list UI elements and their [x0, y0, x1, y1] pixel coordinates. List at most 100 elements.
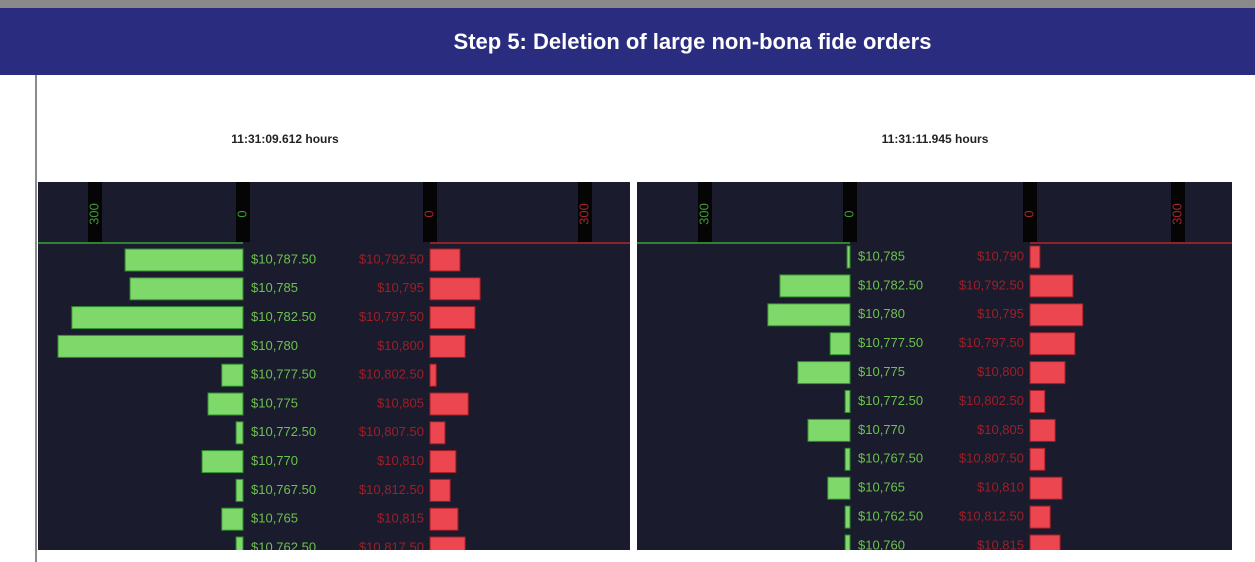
- tick-column: [698, 182, 712, 242]
- ask-bar: [429, 536, 466, 550]
- ask-bar: [1029, 332, 1076, 356]
- ask-bar: [1029, 476, 1063, 500]
- x-tick-label: 300: [86, 203, 101, 225]
- panel-title: 11:31:11.945 hours: [881, 132, 989, 146]
- ask-price: $10,815: [977, 537, 1024, 550]
- frame: [35, 75, 37, 562]
- ask-price: $10,792.50: [959, 277, 1024, 292]
- bid-bar: [844, 534, 851, 550]
- tick-column: [423, 182, 437, 242]
- bid-price: $10,775: [858, 364, 905, 379]
- x-tick-label: 0: [1021, 210, 1036, 217]
- bid-bar: [827, 476, 851, 500]
- bid-price: $10,772.50: [251, 424, 316, 439]
- bid-price: $10,767.50: [251, 482, 316, 497]
- ask-bar: [429, 450, 457, 474]
- bid-price: $10,765: [858, 480, 905, 495]
- bid-bar: [829, 332, 851, 356]
- ask-bar: [1029, 418, 1056, 442]
- bid-bar: [221, 363, 244, 387]
- bid-bar: [797, 361, 851, 385]
- ask-price: $10,805: [977, 422, 1024, 437]
- bid-price: $10,780: [251, 338, 298, 353]
- ask-bar: [1029, 361, 1066, 385]
- ask-bar: [429, 507, 459, 531]
- ask-price: $10,810: [977, 480, 1024, 495]
- ask-bar: [429, 421, 446, 445]
- ask-bar: [1029, 245, 1041, 269]
- x-tick-label: 0: [421, 210, 436, 217]
- bid-price: $10,770: [251, 453, 298, 468]
- ask-bar: [1029, 274, 1074, 298]
- ask-bar: [1029, 303, 1084, 327]
- bid-bar: [779, 274, 851, 298]
- ask-bar: [429, 392, 469, 416]
- ask-bar: [429, 334, 466, 358]
- bid-price: $10,760: [858, 537, 905, 550]
- ask-price: $10,807.50: [959, 451, 1024, 466]
- bid-price: $10,785: [251, 280, 298, 295]
- bid-bar: [57, 334, 244, 358]
- order-book: 300 0 0 300 $10,785 $10,782.50 $10,780 $10,777.…: [637, 182, 1232, 550]
- ask-price: $10,802.50: [959, 393, 1024, 408]
- tick-column: [1171, 182, 1185, 242]
- ask-bar: [429, 306, 476, 330]
- x-tick-label: 300: [1169, 203, 1184, 225]
- x-tick-label: 300: [576, 203, 591, 225]
- bid-bar: [844, 390, 851, 413]
- bid-price: $10,777.50: [251, 367, 316, 382]
- bid-bar: [124, 248, 244, 272]
- ask-price: $10,812.50: [959, 509, 1024, 524]
- panel-title: 11:31:09.612 hours: [231, 132, 339, 146]
- header-title: Step 5: Deletion of large non-bona fide …: [453, 28, 932, 54]
- ask-bar: [1029, 447, 1046, 471]
- bid-price: $10,772.50: [858, 393, 923, 408]
- bid-price: $10,782.50: [251, 309, 316, 324]
- header: Step 5: Deletion of large non-bona fide …: [0, 8, 1255, 75]
- bid-bar: [235, 478, 244, 502]
- x-tick-label: 0: [234, 210, 249, 217]
- ask-bar: [1029, 505, 1051, 529]
- bid-bar: [201, 450, 244, 474]
- tick-column: [1023, 182, 1037, 242]
- ask-price: $10,815: [377, 511, 424, 526]
- tick-column: [88, 182, 102, 242]
- bid-bar: [235, 421, 244, 445]
- ask-bar: [1029, 390, 1046, 413]
- ask-price: $10,802.50: [359, 367, 424, 382]
- bid-price: $10,782.50: [858, 277, 923, 292]
- ask-price: $10,795: [377, 280, 424, 295]
- tick-column: [843, 182, 857, 242]
- frame: [0, 0, 1255, 8]
- ask-price: $10,807.50: [359, 424, 424, 439]
- ask-price: $10,812.50: [359, 482, 424, 497]
- ask-bar: [429, 478, 451, 502]
- order-book: 300 0 0 300 $10,787.50 $10,785 $10,782.50 $10,7…: [38, 182, 630, 550]
- ask-bar: [429, 363, 437, 387]
- ask-price: $10,792.50: [359, 251, 424, 266]
- ask-price: $10,810: [377, 453, 424, 468]
- bid-bar: [844, 505, 851, 529]
- bid-price: $10,762.50: [858, 509, 923, 524]
- ask-price: $10,805: [377, 395, 424, 410]
- x-tick-label: 0: [841, 210, 856, 217]
- bid-bar: [207, 392, 244, 416]
- bid-price: $10,787.50: [251, 251, 316, 266]
- ask-price: $10,800: [977, 364, 1024, 379]
- tick-column: [236, 182, 250, 242]
- bid-price: $10,777.50: [858, 335, 923, 350]
- bid-bar: [807, 418, 851, 442]
- ask-bar: [429, 248, 461, 272]
- bid-price: $10,765: [251, 511, 298, 526]
- bid-price: $10,775: [251, 395, 298, 410]
- ask-price: $10,797.50: [959, 335, 1024, 350]
- bid-price: $10,785: [858, 248, 905, 263]
- bid-price: $10,762.50: [251, 539, 316, 550]
- bid-price: $10,767.50: [858, 451, 923, 466]
- bid-price: $10,780: [858, 306, 905, 321]
- bid-bar: [235, 536, 244, 550]
- x-tick-label: 300: [696, 203, 711, 225]
- bid-bar: [844, 447, 851, 471]
- bid-bar: [221, 507, 244, 531]
